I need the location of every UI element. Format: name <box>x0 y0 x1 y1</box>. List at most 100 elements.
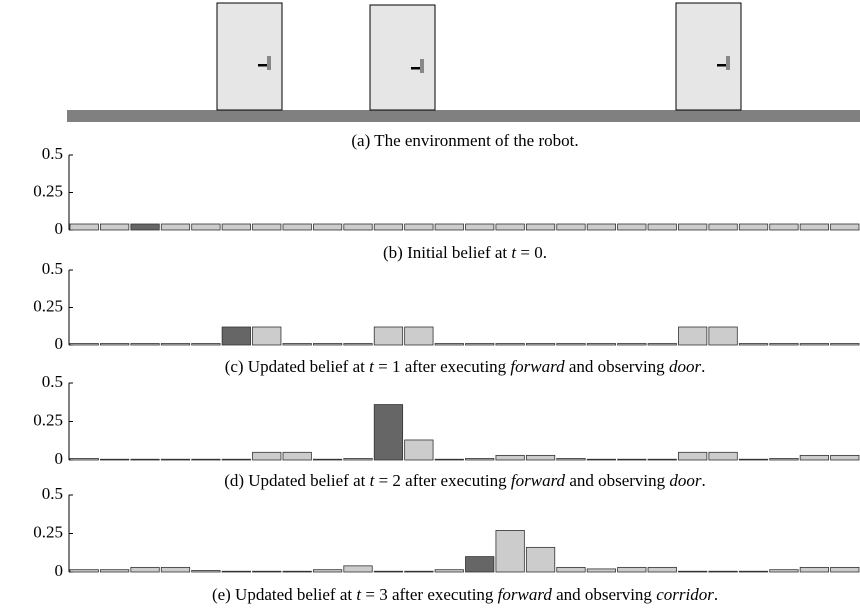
y-tick-label: 0.25 <box>33 296 63 315</box>
bar <box>313 344 341 346</box>
bar <box>313 224 341 230</box>
bar <box>435 570 463 572</box>
bar <box>618 344 646 346</box>
bar <box>405 224 433 230</box>
bar <box>739 459 767 460</box>
bar <box>131 224 159 230</box>
bar <box>253 224 281 230</box>
bar <box>131 344 159 346</box>
bar <box>678 571 706 572</box>
bar <box>192 459 220 460</box>
bar <box>648 344 676 346</box>
bar <box>648 224 676 230</box>
bar <box>526 224 554 230</box>
bar <box>587 224 615 230</box>
bar <box>587 459 615 460</box>
bar <box>709 224 737 230</box>
bar <box>374 327 402 345</box>
bar <box>770 344 798 346</box>
bar <box>466 224 494 230</box>
bar <box>374 405 402 460</box>
caption-part: and observing <box>552 585 656 604</box>
bar <box>618 224 646 230</box>
bar <box>557 224 585 230</box>
bar <box>800 224 828 230</box>
bar <box>283 224 311 230</box>
bar <box>374 224 402 230</box>
y-tick-label: 0 <box>55 334 64 353</box>
door-handle <box>267 56 271 70</box>
bar <box>770 224 798 230</box>
bar <box>496 455 524 460</box>
bar <box>496 530 524 572</box>
caption-part: = 3 after executing <box>361 585 498 604</box>
bar <box>100 570 128 572</box>
bar <box>435 224 463 230</box>
bar <box>709 571 737 572</box>
bar <box>192 344 220 346</box>
bar <box>405 440 433 460</box>
caption: (d) Updated belief at t = 2 after execut… <box>224 471 706 490</box>
bar <box>831 567 859 572</box>
bar <box>435 459 463 460</box>
bar <box>557 567 585 572</box>
bar <box>466 344 494 346</box>
bar <box>192 224 220 230</box>
bar <box>222 327 250 345</box>
bar <box>770 570 798 572</box>
y-tick-label: 0.25 <box>33 522 63 541</box>
bar <box>496 344 524 346</box>
door-handle <box>420 59 424 73</box>
caption-part: and observing <box>565 357 669 376</box>
bar <box>161 224 189 230</box>
bar <box>709 452 737 460</box>
bar <box>526 344 554 346</box>
bar <box>618 567 646 572</box>
bar <box>283 344 311 346</box>
door-handle <box>726 56 730 70</box>
floor <box>67 110 860 122</box>
bar <box>800 567 828 572</box>
caption-part: (d) Updated belief at <box>224 471 369 490</box>
bar <box>831 224 859 230</box>
bar <box>253 571 281 572</box>
caption-part: . <box>701 357 705 376</box>
door <box>370 5 435 110</box>
caption-part: (c) Updated belief at <box>225 357 369 376</box>
caption-part: . <box>702 471 706 490</box>
bar <box>283 571 311 572</box>
bar <box>100 224 128 230</box>
bar <box>222 224 250 230</box>
caption-part: = 2 after executing <box>374 471 511 490</box>
bar <box>405 327 433 345</box>
bar <box>648 567 676 572</box>
bar <box>800 344 828 346</box>
bar <box>678 452 706 460</box>
bar <box>526 547 554 572</box>
figure: (a) The environment of the robot. 0 0.25 0.… <box>0 0 860 614</box>
bar <box>70 458 98 460</box>
caption-part: door <box>669 471 702 490</box>
bar <box>253 327 281 345</box>
caption-part: = 0. <box>516 243 547 262</box>
bar <box>770 458 798 460</box>
caption: (b) Initial belief at t = 0. <box>383 243 547 262</box>
bar <box>678 327 706 345</box>
bar <box>800 455 828 460</box>
bar <box>70 344 98 346</box>
caption-part: = 1 after executing <box>374 357 511 376</box>
bar <box>648 459 676 460</box>
caption-part: (a) The environment of the robot. <box>351 131 578 150</box>
caption-part: forward <box>511 471 566 490</box>
caption-part: . <box>714 585 718 604</box>
bar <box>618 459 646 460</box>
bar <box>374 571 402 572</box>
bar <box>435 344 463 346</box>
bar <box>161 459 189 460</box>
bar <box>466 557 494 572</box>
bar <box>587 344 615 346</box>
bar <box>253 452 281 460</box>
bar <box>344 224 372 230</box>
bar <box>131 567 159 572</box>
bar <box>192 570 220 572</box>
